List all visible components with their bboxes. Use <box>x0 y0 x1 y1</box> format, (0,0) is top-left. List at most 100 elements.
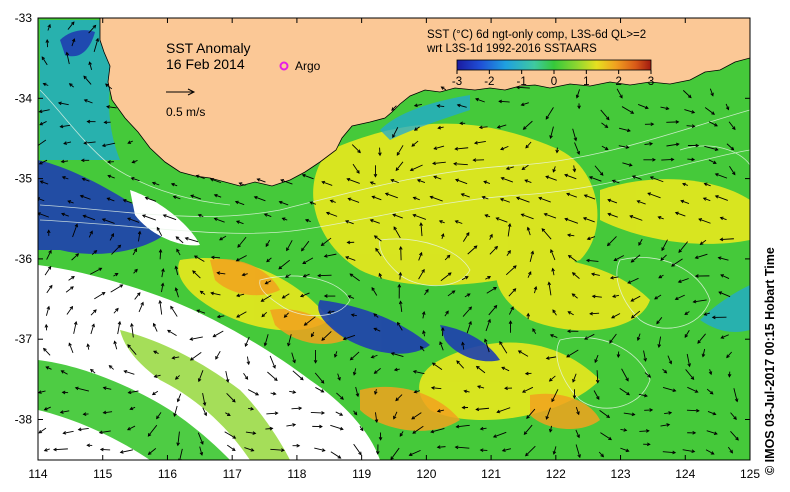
x-tick-label: 115 <box>93 467 112 481</box>
current-arrowhead <box>35 145 38 148</box>
current-arrowhead <box>252 431 257 435</box>
current-arrow <box>391 352 404 357</box>
current-arrow <box>621 368 629 381</box>
current-arrow <box>660 424 670 427</box>
current-arrow <box>93 38 99 52</box>
current-arrowhead <box>347 197 352 202</box>
current-arrowhead <box>567 311 572 315</box>
current-arrowhead <box>102 386 107 390</box>
current-arrowhead <box>725 106 730 111</box>
current-arrowhead <box>577 105 581 110</box>
current-arrowhead <box>714 123 718 127</box>
current-arrow <box>349 273 360 282</box>
current-arrowhead <box>611 315 615 319</box>
current-arrowhead <box>38 429 43 434</box>
current-arrow <box>455 147 469 150</box>
current-arrow <box>678 278 689 283</box>
current-arrowhead <box>102 410 107 415</box>
current-arrow <box>132 248 137 256</box>
current-arrowhead <box>122 199 127 203</box>
y-tick-label: -37 <box>15 332 33 346</box>
current-arrowhead <box>373 173 378 178</box>
current-arrowhead <box>77 427 82 432</box>
current-arrowhead <box>657 344 662 348</box>
current-arrow <box>46 285 53 294</box>
current-arrow <box>584 333 595 340</box>
current-arrow <box>506 166 514 170</box>
current-arrow <box>525 445 536 457</box>
cold-anomaly-bands <box>38 30 500 362</box>
current-arrow <box>444 310 449 317</box>
current-arrowhead <box>340 396 344 400</box>
current-arrow <box>71 253 79 261</box>
current-arrow <box>552 268 555 276</box>
current-arrow <box>638 238 643 246</box>
current-arrow <box>83 75 92 85</box>
current-arrow <box>506 250 511 257</box>
current-arrow <box>328 310 335 314</box>
x-tick-label: 122 <box>546 467 566 481</box>
current-arrow <box>572 272 580 279</box>
current-arrow <box>434 145 445 150</box>
current-arrow <box>71 38 75 47</box>
current-arrow <box>194 255 205 262</box>
current-arrowhead <box>131 159 136 164</box>
current-arrowhead <box>630 259 635 263</box>
current-arrowhead <box>250 448 255 452</box>
current-arrowhead <box>473 245 478 249</box>
current-arrow <box>453 163 468 166</box>
current-arrow <box>289 390 296 393</box>
current-arrow <box>695 253 708 259</box>
current-arrow <box>476 366 486 374</box>
current-arrowhead <box>583 194 588 198</box>
current-arrow <box>39 159 48 165</box>
current-arrow <box>685 369 694 380</box>
current-arrowhead <box>92 24 97 29</box>
current-arrowhead <box>549 334 554 338</box>
current-arrow <box>414 104 422 107</box>
current-arrow <box>412 425 424 434</box>
current-arrow <box>564 174 577 180</box>
current-arrowhead <box>199 452 204 456</box>
current-arrowhead <box>468 320 472 325</box>
current-arrowhead <box>433 146 438 150</box>
current-arrow <box>704 145 718 151</box>
current-arrowhead <box>609 275 614 280</box>
current-arrowhead <box>41 56 46 61</box>
current-arrowhead <box>396 152 401 156</box>
current-arrow <box>393 226 401 239</box>
current-arrowhead <box>604 146 609 150</box>
current-arrowhead <box>310 333 315 338</box>
current-arrow <box>534 286 537 294</box>
current-arrowhead <box>320 389 325 393</box>
current-arrowhead <box>244 376 249 380</box>
current-arrowhead <box>129 406 134 411</box>
current-arrowhead <box>466 293 471 297</box>
current-arrowhead <box>512 288 517 292</box>
current-arrowhead <box>691 110 696 114</box>
current-arrow <box>237 236 247 248</box>
current-arrowhead <box>566 354 570 358</box>
current-arrowhead <box>718 291 723 295</box>
current-arrowhead <box>370 354 375 359</box>
current-arrow <box>575 444 581 458</box>
current-arrow <box>552 309 557 316</box>
current-arrowhead <box>39 121 44 126</box>
current-arrowhead <box>500 146 504 151</box>
current-arrowhead <box>545 356 550 360</box>
current-arrowhead <box>552 168 556 173</box>
current-arrow <box>456 360 465 369</box>
colorbar-title-line1: SST (°C) 6d ngt-only comp, L3S-6d QL>=2 <box>427 29 646 41</box>
current-arrow <box>286 240 293 251</box>
current-arrow <box>265 239 271 247</box>
current-arrow <box>321 181 333 186</box>
current-arrowhead <box>292 423 297 427</box>
current-arrow <box>700 239 707 245</box>
current-arrow <box>505 265 517 276</box>
current-arrow <box>546 356 557 359</box>
current-arrow <box>551 389 559 402</box>
current-arrowhead <box>697 340 701 344</box>
current-arrow <box>637 104 649 109</box>
current-arrow <box>599 410 610 418</box>
